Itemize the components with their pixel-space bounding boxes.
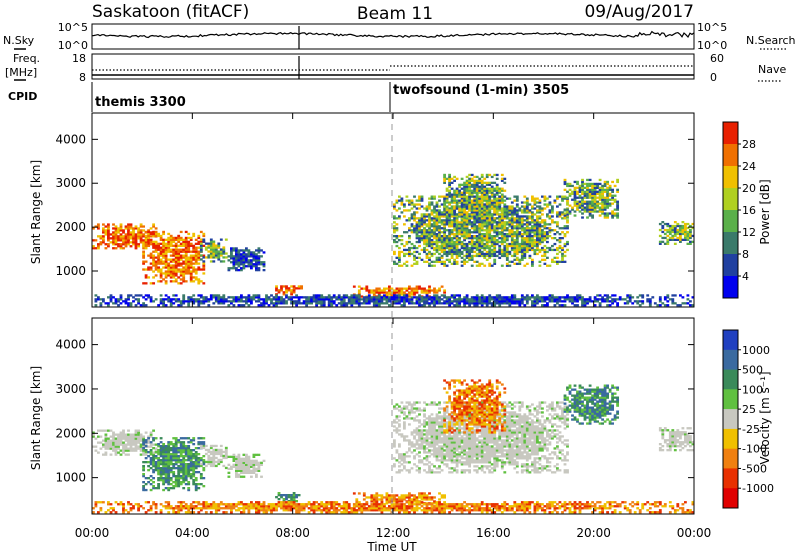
power-colorbar-swatch: [723, 276, 738, 299]
velocity-echo-region-8: [564, 385, 619, 425]
power-colorbar: 28 24 20 16 12 8 4: [723, 122, 756, 299]
power-colorbar-swatch: [723, 122, 738, 145]
velocity-colorbar-swatch: [723, 389, 738, 409]
xaxis-tick-label: 00:00: [677, 526, 712, 540]
velocity-colorbar-tick-label: 25: [742, 403, 756, 416]
date-title: 09/Aug/2017: [584, 2, 694, 22]
nave-tick-high: 60: [710, 52, 724, 65]
search-tick-low: 10^0: [697, 39, 727, 52]
velocity-ytick-label: 4000: [55, 338, 86, 352]
power-echo-region-3: [228, 247, 266, 271]
cpid-twofsound: twofsound (1-min) 3505: [393, 83, 569, 98]
power-colorbar-tick-label: 16: [742, 204, 756, 217]
power-echo-region-10: [95, 294, 695, 306]
power-colorbar-tick-label: 24: [742, 160, 756, 173]
velocity-colorbar-label: Velocity [m s⁻¹]: [758, 371, 772, 464]
power-echo-region-9: [659, 221, 694, 245]
velocity-colorbar-tick-label: -1000: [742, 482, 774, 495]
power-colorbar-swatch: [723, 232, 738, 255]
xaxis-tick-label: 16:00: [476, 526, 511, 540]
velocity-yaxis-label: Slant Range [km]: [29, 366, 43, 470]
velocity-panel: [92, 379, 694, 513]
power-colorbar-tick-label: 20: [742, 182, 756, 195]
velocity-colorbar-tick-label: 1000: [742, 344, 770, 357]
sky-noise-trace: [92, 26, 694, 49]
velocity-echo-region-9: [659, 427, 694, 451]
power-ytick-label: 3000: [55, 176, 86, 190]
beam-title: Beam 11: [357, 4, 433, 24]
sky-tick-low: 10^0: [58, 39, 88, 52]
cpid-label: CPID: [8, 90, 37, 103]
power-ytick-label: 1000: [55, 264, 86, 278]
station-title: Saskatoon (fitACF): [92, 2, 249, 22]
velocity-echo-region-3: [228, 454, 266, 478]
power-colorbar-swatch: [723, 210, 738, 233]
power-colorbar-tick-label: 8: [742, 248, 749, 261]
velocity-echo-region-4: [275, 492, 300, 502]
power-colorbar-tick-label: 12: [742, 226, 756, 239]
freq-unit-label: [MHz]: [5, 66, 37, 79]
power-panel: [92, 174, 694, 307]
power-colorbar-swatch: [723, 188, 738, 211]
xaxis-tick-label: 04:00: [175, 526, 210, 540]
velocity-colorbar-swatch: [723, 429, 738, 449]
power-colorbar-swatch: [723, 144, 738, 167]
freq-trace: [92, 56, 694, 79]
velocity-ytick-label: 2000: [55, 426, 86, 440]
nsky-label: N.Sky: [3, 34, 35, 47]
power-colorbar-swatch: [723, 254, 738, 277]
power-colorbar-label: Power [dB]: [758, 179, 772, 244]
freq-tick-high: 18: [72, 52, 86, 65]
power-colorbar-swatch: [723, 166, 738, 189]
power-echo-region-1: [142, 231, 205, 285]
axes: 00:00 04:00 08:00 12:00 16:00 20:00 00:00 1000 1…: [55, 113, 711, 540]
cpid-themis: themis 3300: [95, 95, 186, 110]
search-tick-high: 10^5: [697, 21, 727, 34]
nsearch-label: N.Search: [746, 34, 796, 47]
velocity-ytick-label: 1000: [55, 471, 86, 485]
xaxis-label: Time UT: [366, 540, 417, 554]
power-ytick-label: 4000: [55, 132, 86, 146]
xaxis-tick-label: 12:00: [376, 526, 411, 540]
power-echo-region-8: [564, 179, 619, 219]
velocity-colorbar-swatch: [723, 449, 738, 469]
nave-tick-low: 0: [710, 71, 717, 84]
velocity-colorbar-swatch: [723, 468, 738, 488]
xaxis-tick-label: 08:00: [275, 526, 310, 540]
xaxis-tick-label: 20:00: [576, 526, 611, 540]
sky-tick-high: 10^5: [58, 21, 88, 34]
xaxis-tick-label: 00:00: [75, 526, 110, 540]
velocity-colorbar-swatch: [723, 350, 738, 370]
freq-label: Freq.: [13, 52, 40, 65]
power-colorbar-tick-label: 4: [742, 270, 749, 283]
velocity-colorbar-swatch: [723, 488, 738, 508]
velocity-colorbar-swatch: [723, 409, 738, 429]
power-yaxis-label: Slant Range [km]: [29, 160, 43, 264]
velocity-colorbar-swatch: [723, 330, 738, 350]
freq-tick-low: 8: [79, 71, 86, 84]
power-echo-region-4: [275, 285, 303, 295]
power-echo-region-2: [200, 239, 228, 263]
power-ytick-label: 2000: [55, 220, 86, 234]
power-colorbar-tick-label: 28: [742, 138, 756, 151]
nave-label: Nave: [758, 63, 786, 76]
velocity-colorbar-swatch: [723, 370, 738, 390]
velocity-ytick-label: 3000: [55, 382, 86, 396]
